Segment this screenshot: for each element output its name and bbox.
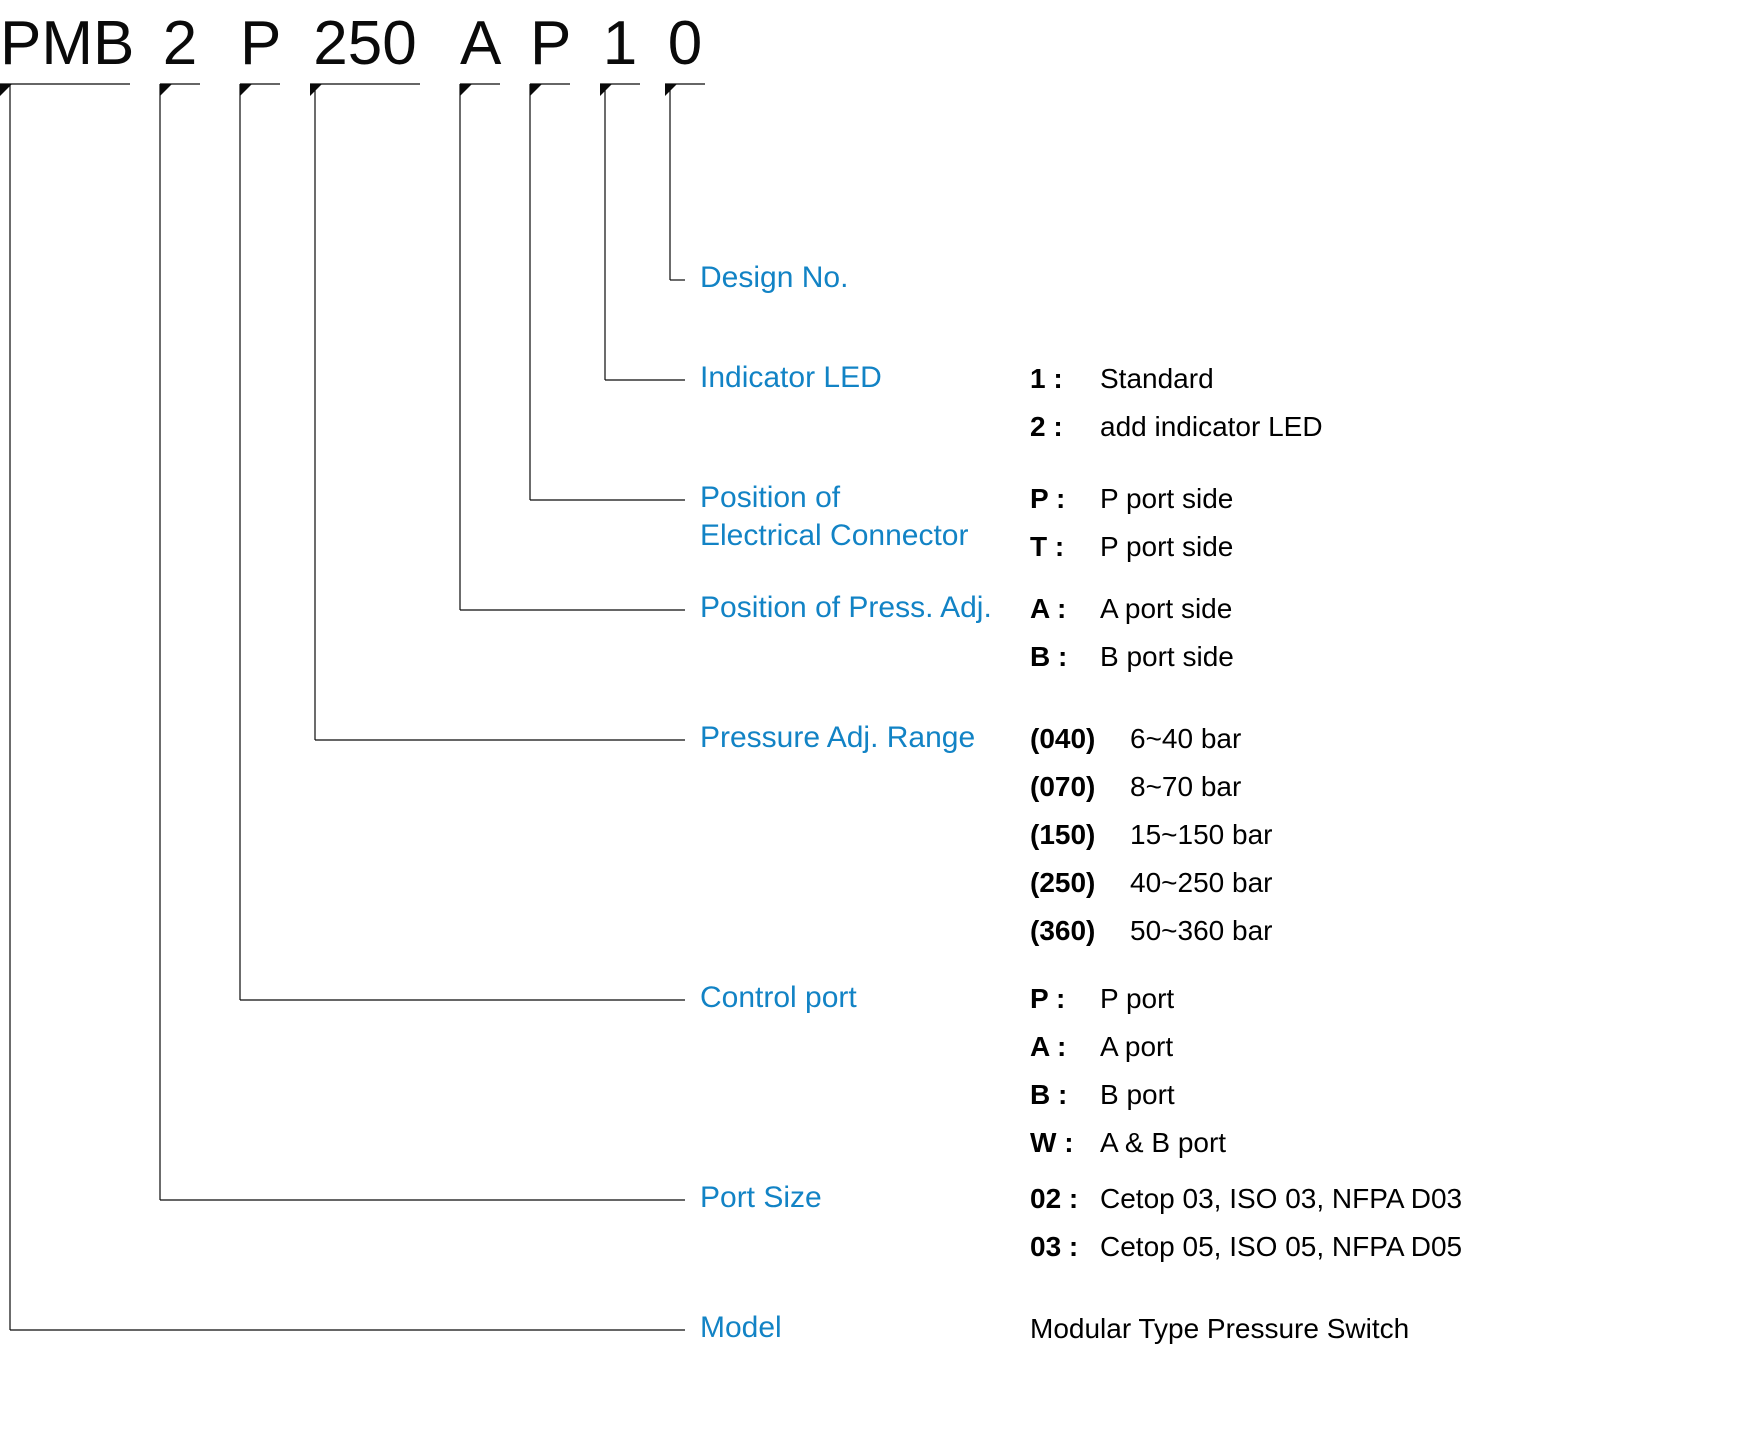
option-range-3: (250) 40~250 bar <box>1030 867 1272 899</box>
option-desc: 40~250 bar <box>1130 867 1272 899</box>
diagram-stage: PMB2P250AP10ModelPort SizeControl portPr… <box>0 0 1764 1430</box>
code-seg-led: 1 <box>600 8 640 79</box>
code-seg-connector: P <box>530 8 570 79</box>
option-pressadj-1: B : B port side <box>1030 641 1234 673</box>
option-led-1: 2 : add indicator LED <box>1030 411 1323 443</box>
option-ctrlport-1: A : A port <box>1030 1031 1173 1063</box>
option-key: P : <box>1030 983 1090 1015</box>
option-desc: Standard <box>1100 363 1214 395</box>
option-key: B : <box>1030 641 1090 673</box>
option-model-0: Modular Type Pressure Switch <box>1030 1313 1409 1345</box>
option-range-2: (150) 15~150 bar <box>1030 819 1272 851</box>
option-key: (360) <box>1030 915 1120 947</box>
option-key: T : <box>1030 531 1090 563</box>
option-ctrlport-2: B : B port <box>1030 1079 1175 1111</box>
option-key: 02 : <box>1030 1183 1090 1215</box>
option-key: (250) <box>1030 867 1120 899</box>
option-connector-0: P : P port side <box>1030 483 1233 515</box>
option-key: B : <box>1030 1079 1090 1111</box>
option-connector-1: T : P port side <box>1030 531 1233 563</box>
option-range-0: (040) 6~40 bar <box>1030 723 1241 755</box>
option-led-0: 1 : Standard <box>1030 363 1214 395</box>
option-ctrlport-0: P : P port <box>1030 983 1174 1015</box>
option-desc: 50~360 bar <box>1130 915 1272 947</box>
code-seg-ctrlport: P <box>240 8 280 79</box>
option-desc: 6~40 bar <box>1130 723 1241 755</box>
code-seg-portsize: 2 <box>160 8 200 79</box>
option-portsize-1: 03 : Cetop 05, ISO 05, NFPA D05 <box>1030 1231 1462 1263</box>
option-desc: Modular Type Pressure Switch <box>1030 1313 1409 1345</box>
label-connector: Position of Electrical Connector <box>700 479 968 554</box>
label-range: Pressure Adj. Range <box>700 719 975 757</box>
option-desc: A port side <box>1100 593 1232 625</box>
option-desc: B port side <box>1100 641 1234 673</box>
label-ctrlport: Control port <box>700 979 857 1017</box>
code-seg-range: 250 <box>310 8 420 79</box>
code-seg-model: PMB <box>0 8 130 79</box>
code-seg-pressadj: A <box>460 8 500 79</box>
connector-lines <box>0 0 1764 1430</box>
option-desc: 15~150 bar <box>1130 819 1272 851</box>
option-desc: add indicator LED <box>1100 411 1323 443</box>
option-key: (040) <box>1030 723 1120 755</box>
option-range-4: (360) 50~360 bar <box>1030 915 1272 947</box>
label-portsize: Port Size <box>700 1179 822 1217</box>
option-key: A : <box>1030 593 1090 625</box>
label-led: Indicator LED <box>700 359 882 397</box>
option-key: (070) <box>1030 771 1120 803</box>
option-desc: P port side <box>1100 531 1233 563</box>
option-desc: A port <box>1100 1031 1173 1063</box>
option-key: W : <box>1030 1127 1090 1159</box>
option-key: P : <box>1030 483 1090 515</box>
option-portsize-0: 02 : Cetop 03, ISO 03, NFPA D03 <box>1030 1183 1462 1215</box>
option-desc: Cetop 03, ISO 03, NFPA D03 <box>1100 1183 1462 1215</box>
option-key: 2 : <box>1030 411 1090 443</box>
label-model: Model <box>700 1309 782 1347</box>
option-desc: P port <box>1100 983 1174 1015</box>
option-desc: P port side <box>1100 483 1233 515</box>
label-pressadj: Position of Press. Adj. <box>700 589 992 627</box>
option-key: 03 : <box>1030 1231 1090 1263</box>
option-ctrlport-3: W : A & B port <box>1030 1127 1226 1159</box>
option-desc: B port <box>1100 1079 1175 1111</box>
option-pressadj-0: A : A port side <box>1030 593 1232 625</box>
option-key: A : <box>1030 1031 1090 1063</box>
label-design: Design No. <box>700 259 848 297</box>
option-desc: Cetop 05, ISO 05, NFPA D05 <box>1100 1231 1462 1263</box>
option-desc: 8~70 bar <box>1130 771 1241 803</box>
option-key: (150) <box>1030 819 1120 851</box>
option-range-1: (070) 8~70 bar <box>1030 771 1241 803</box>
code-seg-design: 0 <box>665 8 705 79</box>
option-key: 1 : <box>1030 363 1090 395</box>
option-desc: A & B port <box>1100 1127 1226 1159</box>
